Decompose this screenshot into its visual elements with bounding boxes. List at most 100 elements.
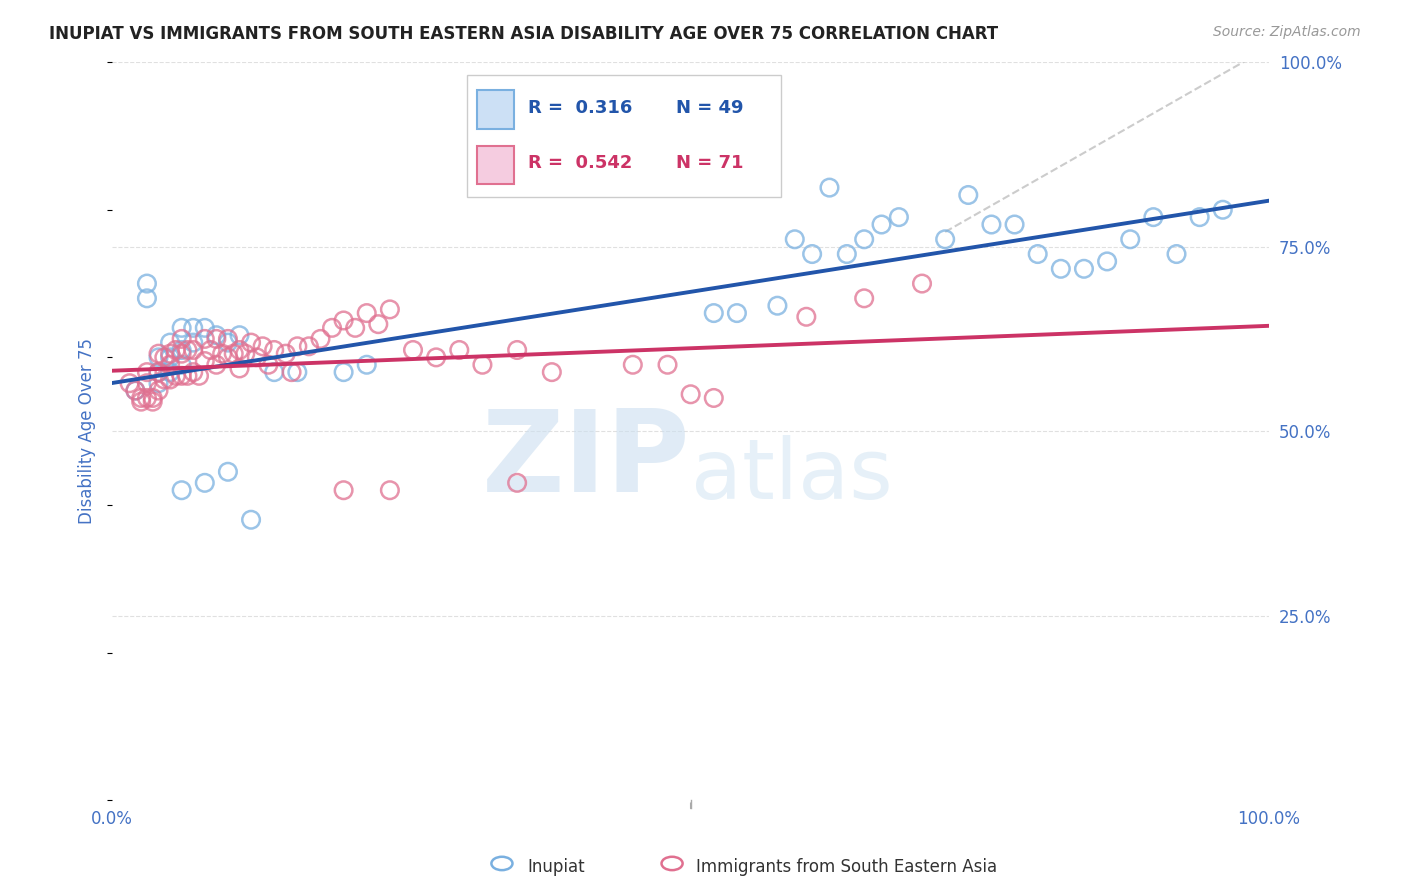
Point (471, 358, 494, 372)
Point (934, 232, 956, 246)
Point (170, 343, 193, 357)
Point (176, 343, 198, 357)
FancyBboxPatch shape (477, 145, 513, 184)
Point (252, 339, 274, 353)
Point (176, 368, 198, 383)
Point (298, 339, 321, 353)
Text: INUPIAT VS IMMIGRANTS FROM SOUTH EASTERN ASIA DISABILITY AGE OVER 75 CORRELATION: INUPIAT VS IMMIGRANTS FROM SOUTH EASTERN… (49, 25, 998, 43)
Point (136, 291, 159, 305)
Point (136, 376, 159, 391)
Point (870, 218, 893, 232)
Point (506, 343, 529, 357)
Point (159, 335, 181, 350)
Point (356, 306, 378, 320)
Text: N = 49: N = 49 (676, 99, 744, 117)
Point (263, 343, 285, 357)
Point (136, 391, 159, 405)
Point (356, 358, 378, 372)
Point (153, 372, 176, 386)
Point (148, 365, 170, 379)
Point (205, 328, 228, 343)
FancyBboxPatch shape (477, 90, 513, 128)
Point (217, 351, 239, 365)
Point (148, 384, 170, 398)
Point (1212, 202, 1234, 217)
Point (321, 321, 343, 335)
Text: ZIP: ZIP (482, 405, 690, 516)
Text: Source: ZipAtlas.com: Source: ZipAtlas.com (1213, 25, 1361, 39)
Point (853, 291, 876, 305)
Point (274, 347, 297, 361)
Point (367, 317, 389, 331)
Point (425, 351, 447, 365)
Point (211, 347, 233, 361)
Point (124, 384, 146, 398)
Point (1095, 254, 1118, 268)
Point (801, 247, 824, 261)
Point (181, 343, 204, 357)
Point (217, 332, 239, 346)
Point (170, 332, 193, 346)
Point (159, 365, 181, 379)
Point (378, 302, 401, 317)
Point (136, 277, 159, 291)
Point (853, 232, 876, 246)
Point (129, 394, 152, 409)
Point (285, 365, 308, 379)
Point (194, 475, 217, 490)
Point (148, 365, 170, 379)
Point (205, 332, 228, 346)
Point (240, 335, 263, 350)
Point (200, 343, 222, 357)
Point (378, 483, 401, 498)
Point (1050, 261, 1073, 276)
Point (170, 321, 193, 335)
Point (285, 339, 308, 353)
Point (222, 347, 245, 361)
Point (142, 391, 165, 405)
Point (181, 365, 204, 379)
Point (181, 321, 204, 335)
Point (1004, 218, 1026, 232)
Point (449, 343, 471, 357)
FancyBboxPatch shape (467, 75, 780, 197)
Point (170, 347, 193, 361)
Point (240, 513, 263, 527)
Point (170, 358, 193, 372)
Point (332, 365, 354, 379)
Text: Immigrants from South Eastern Asia: Immigrants from South Eastern Asia (696, 858, 997, 876)
Point (246, 351, 269, 365)
Point (657, 358, 679, 372)
Point (725, 306, 748, 320)
Point (402, 343, 425, 357)
Point (1142, 210, 1164, 224)
Point (783, 232, 806, 246)
Point (1026, 247, 1049, 261)
Point (148, 347, 170, 361)
Text: N = 71: N = 71 (676, 154, 744, 172)
Point (506, 475, 529, 490)
Point (194, 332, 217, 346)
Point (794, 310, 817, 324)
Point (129, 391, 152, 405)
Point (1166, 247, 1188, 261)
Point (332, 483, 354, 498)
Point (344, 321, 367, 335)
Point (181, 335, 204, 350)
Point (257, 358, 280, 372)
Point (980, 218, 1002, 232)
Point (159, 351, 181, 365)
Point (165, 368, 187, 383)
Y-axis label: Disability Age Over 75: Disability Age Over 75 (79, 338, 96, 524)
Point (233, 347, 256, 361)
Point (228, 361, 250, 376)
Point (332, 313, 354, 327)
Point (1119, 232, 1142, 246)
Point (153, 351, 176, 365)
Point (170, 483, 193, 498)
Point (118, 376, 141, 391)
Point (621, 358, 644, 372)
Point (205, 358, 228, 372)
Point (148, 376, 170, 391)
Point (194, 354, 217, 368)
